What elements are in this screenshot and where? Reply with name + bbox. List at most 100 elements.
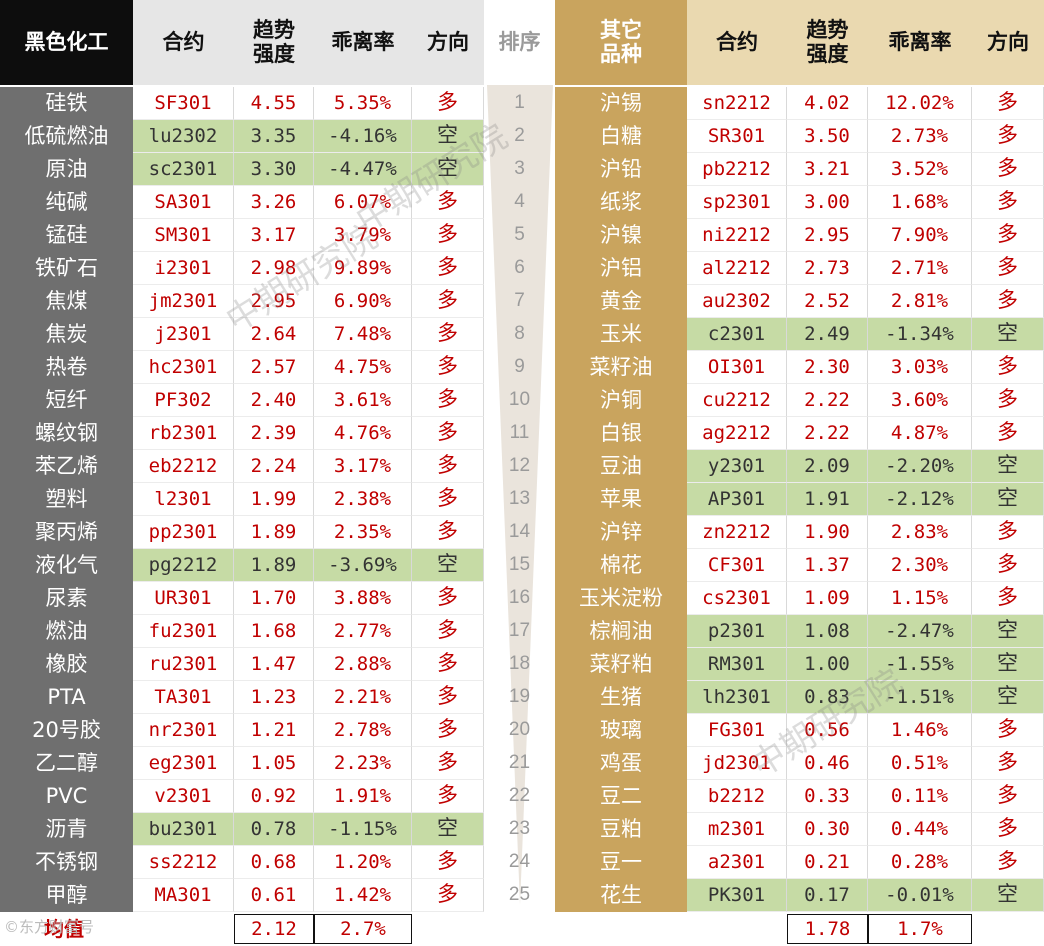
left-deviation-cell: 2.88% [314,648,412,681]
left-direction-cell: 多 [412,351,484,384]
right-deviation-cell: 3.60% [868,384,972,417]
left-contract-cell: pg2212 [133,549,234,582]
right-contract-cell: SR301 [687,120,787,153]
right-contract-cell: b2212 [687,780,787,813]
right-deviation-cell: -2.20% [868,450,972,483]
left-direction-cell: 空 [412,120,484,153]
left-variety-name: 液化气 [0,549,133,582]
left-contract-cell: PF302 [133,384,234,417]
left-contract-cell: ru2301 [133,648,234,681]
corner-logo: ©东方财富号 [4,918,95,936]
left-contract-cell: SF301 [133,87,234,120]
rank-number: 6 [514,257,525,279]
rank-number: 17 [508,620,531,642]
left-strength-cell: 2.95 [234,285,314,318]
left-contract-cell: UR301 [133,582,234,615]
left-direction-cell: 多 [412,780,484,813]
left-direction-cell: 多 [412,714,484,747]
left-strength-cell: 0.68 [234,846,314,879]
right-strength-cell: 2.49 [787,318,868,351]
rank-number: 15 [508,554,531,576]
right-direction-cell: 多 [972,219,1044,252]
left-strength-cell: 1.89 [234,549,314,582]
left-deviation-cell: 2.21% [314,681,412,714]
left-variety-name: 20号胶 [0,714,133,747]
left-direction-cell: 多 [412,417,484,450]
right-strength-cell: 0.30 [787,813,868,846]
right-contract-cell: RM301 [687,648,787,681]
right-contract-cell: OI301 [687,351,787,384]
left-contract-cell: j2301 [133,318,234,351]
right-direction-cell: 多 [972,516,1044,549]
right-variety-name: 白银 [555,417,687,450]
left-contract-cell: fu2301 [133,615,234,648]
left-direction-cell: 空 [412,549,484,582]
rank-number: 19 [508,686,531,708]
left-deviation-cell: 3.61% [314,384,412,417]
left-deviation-cell: 2.35% [314,516,412,549]
left-strength-cell: 3.17 [234,219,314,252]
left-direction-cell: 多 [412,516,484,549]
left-contract-cell: i2301 [133,252,234,285]
left-deviation-cell: 1.20% [314,846,412,879]
left-direction-cell: 多 [412,285,484,318]
right-variety-name: 生猪 [555,681,687,714]
rank-number: 10 [508,389,531,411]
left-direction-cell: 多 [412,582,484,615]
right-direction-cell: 多 [972,153,1044,186]
left-contract-cell: rb2301 [133,417,234,450]
right-direction-cell: 多 [972,813,1044,846]
right-variety-name: 豆二 [555,780,687,813]
right-deviation-cell: -2.12% [868,483,972,516]
right-strength-cell: 3.21 [787,153,868,186]
right-deviation-cell: 0.44% [868,813,972,846]
left-variety-name: 低硫燃油 [0,120,133,153]
right-contract-cell: FG301 [687,714,787,747]
left-variety-name: 聚丙烯 [0,516,133,549]
right-direction-cell: 空 [972,879,1044,912]
left-strength-cell: 4.55 [234,87,314,120]
left-deviation-cell: -4.47% [314,153,412,186]
rank-number: 14 [508,521,531,543]
left-variety-name: 不锈钢 [0,846,133,879]
right-direction-cell: 多 [972,186,1044,219]
left-variety-name: 乙二醇 [0,747,133,780]
right-variety-name: 棕榈油 [555,615,687,648]
right-strength-cell: 0.33 [787,780,868,813]
header-contract-right: 合约 [687,0,787,85]
left-variety-name: 燃油 [0,615,133,648]
right-strength-cell: 1.91 [787,483,868,516]
right-deviation-cell: 7.90% [868,219,972,252]
left-variety-name: PVC [0,780,133,813]
left-contract-cell: pp2301 [133,516,234,549]
right-contract-cell: PK301 [687,879,787,912]
right-deviation-cell: -0.01% [868,879,972,912]
right-strength-cell: 3.00 [787,186,868,219]
right-strength-cell: 1.08 [787,615,868,648]
left-contract-cell: v2301 [133,780,234,813]
rank-number: 8 [514,323,525,345]
right-strength-cell: 2.22 [787,384,868,417]
right-direction-cell: 多 [972,747,1044,780]
left-strength-cell: 2.98 [234,252,314,285]
right-direction-cell: 多 [972,87,1044,120]
right-contract-cell: CF301 [687,549,787,582]
right-deviation-cell: 3.03% [868,351,972,384]
left-direction-cell: 多 [412,681,484,714]
rank-number: 25 [508,884,531,906]
right-deviation-cell: 1.15% [868,582,972,615]
rank-number: 16 [508,587,531,609]
right-variety-name: 花生 [555,879,687,912]
left-strength-cell: 2.39 [234,417,314,450]
right-deviation-cell: 12.02% [868,87,972,120]
average-right-deviation: 1.7% [868,914,972,944]
right-variety-name: 黄金 [555,285,687,318]
right-variety-name: 玉米 [555,318,687,351]
left-contract-cell: lu2302 [133,120,234,153]
right-contract-cell: cu2212 [687,384,787,417]
right-contract-cell: sn2212 [687,87,787,120]
right-deviation-cell: -1.51% [868,681,972,714]
left-variety-name: PTA [0,681,133,714]
left-strength-cell: 1.23 [234,681,314,714]
left-strength-cell: 3.26 [234,186,314,219]
